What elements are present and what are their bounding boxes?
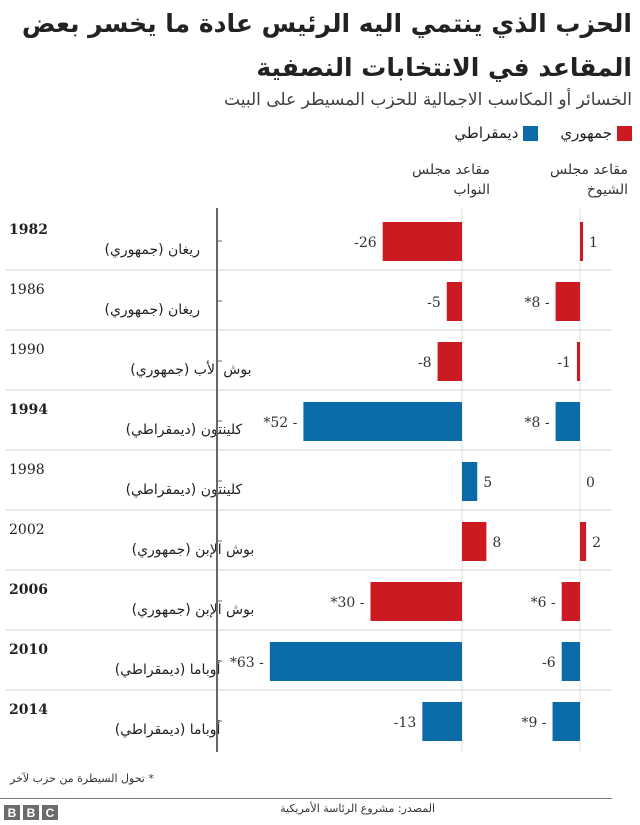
row-president: بوش الإبن (جمهوري) [132, 602, 255, 618]
legend-label: ديمقراطي [454, 124, 519, 142]
row-year: 1986 [9, 282, 45, 298]
senate-value-label: 0 [586, 475, 595, 491]
senate-bar [580, 222, 584, 261]
chart-title: الحزب الذي ينتمي اليه الرئيس عادة ما يخس… [21, 9, 632, 82]
house-bar [422, 702, 462, 741]
row-year: 1982 [9, 222, 48, 238]
row-president: أوباما (ديمقراطي) [115, 660, 221, 678]
chart-subtitle: الخسائر أو المكاسب الاجمالية للحزب المسي… [224, 90, 632, 110]
row-year: 1998 [9, 462, 45, 478]
legend-item-republican: جمهوري [560, 124, 632, 142]
house-value-label: 5 [483, 475, 492, 491]
house-value-label: -5 [427, 295, 441, 311]
house-bar [462, 462, 478, 501]
row-president: بوش الأب (جمهوري) [130, 360, 251, 378]
senate-value-label: *9 - [521, 715, 546, 731]
legend-swatch-republican [617, 125, 632, 141]
senate-value-label: *8 - [525, 415, 550, 431]
row-president: بوش الإبن (جمهوري) [132, 542, 255, 558]
house-value-label: -13 [394, 715, 417, 731]
house-value-label: -26 [354, 235, 377, 251]
legend: جمهوري ديمقراطي [454, 124, 632, 142]
senate-value-label: *8 - [525, 295, 550, 311]
column-header-house: مقاعد مجلس النواب [411, 162, 490, 198]
legend-swatch-democrat [523, 125, 539, 141]
house-bar [382, 222, 462, 261]
senate-bar [576, 342, 580, 381]
senate-bar [561, 582, 580, 621]
senate-value-label: 2 [592, 535, 601, 551]
senate-value-label: *6 - [531, 595, 556, 611]
footer-divider [0, 798, 612, 799]
senate-bar [555, 282, 580, 321]
senate-bar [555, 402, 580, 441]
row-year: 2010 [9, 642, 48, 658]
house-value-label: -8 [418, 355, 432, 371]
row-year: 2006 [9, 582, 48, 598]
senate-bar [580, 522, 587, 561]
row-president: أوباما (ديمقراطي) [115, 720, 221, 738]
house-bar [370, 582, 462, 621]
legend-item-democrat: ديمقراطي [454, 124, 539, 142]
house-bar [269, 642, 462, 681]
senate-value-label: -6 [542, 655, 556, 671]
row-year: 1994 [9, 402, 48, 418]
column-header-senate: مقاعد مجلس الشيوخ [549, 162, 628, 198]
senate-value-label: -1 [557, 355, 571, 371]
house-value-label: *30 - [331, 595, 365, 611]
house-value-label: 8 [492, 535, 501, 551]
house-bar [446, 282, 462, 321]
senate-bar [552, 702, 580, 741]
house-bar [462, 522, 487, 561]
row-year: 1990 [9, 342, 45, 358]
house-bar [303, 402, 462, 441]
source-note: المصدر: مشروع الرئاسة الأمريكية [280, 802, 435, 815]
footnote: * تحول السيطرة من حزب لآخر [10, 772, 154, 785]
senate-bar [561, 642, 580, 681]
row-president: كلينتون (ديمقراطي) [126, 422, 243, 438]
row-year: 2002 [9, 522, 45, 538]
legend-label: جمهوري [560, 124, 612, 142]
row-president: ريغان (جمهوري) [104, 302, 199, 318]
row-president: كلينتون (ديمقراطي) [126, 482, 243, 498]
senate-value-label: 1 [589, 235, 598, 251]
house-value-label: *63 - [230, 655, 264, 671]
row-year: 2014 [9, 702, 48, 718]
house-bar [437, 342, 462, 381]
row-president: ريغان (جمهوري) [104, 242, 199, 258]
house-value-label: *52 - [263, 415, 297, 431]
